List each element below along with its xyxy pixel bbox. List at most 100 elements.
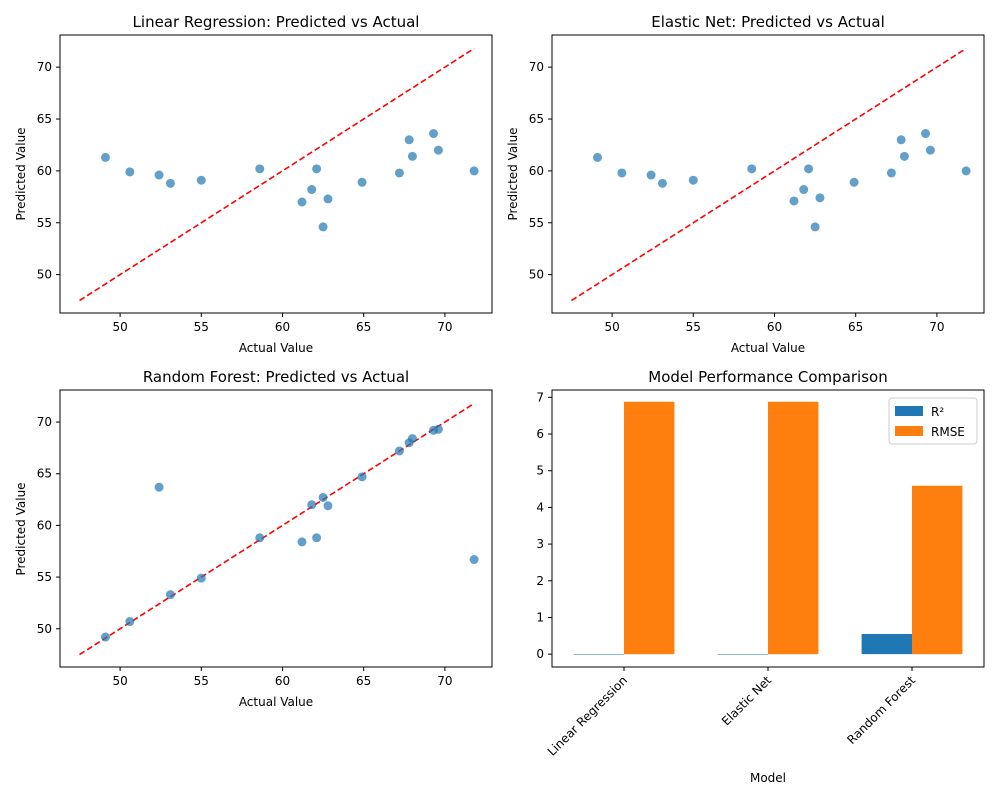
- y-tick-label: 70: [37, 60, 52, 74]
- x-axis-label: Actual Value: [239, 341, 313, 355]
- y-tick-label: 65: [529, 112, 544, 126]
- bar-rmse: [768, 401, 819, 655]
- y-tick-label: 65: [37, 467, 52, 481]
- data-point: [407, 434, 417, 444]
- bar-r2: [861, 633, 912, 655]
- x-tick-label: 50: [112, 320, 127, 334]
- x-tick-label: 60: [275, 674, 290, 688]
- data-point: [255, 533, 265, 543]
- y-tick-label: 4: [536, 500, 544, 514]
- legend-label: R²: [931, 405, 944, 419]
- x-tick-label: 65: [356, 320, 371, 334]
- panel-title: Model Performance Comparison: [648, 368, 887, 386]
- axes-frame: [551, 34, 985, 314]
- y-tick-label: 50: [37, 268, 52, 282]
- identity-line: [79, 47, 475, 302]
- data-point: [357, 177, 367, 187]
- data-point: [789, 196, 799, 206]
- y-tick-label: 70: [37, 415, 52, 429]
- x-tick-label: 70: [437, 674, 452, 688]
- legend: R² RMSE: [888, 397, 978, 445]
- legend-swatch: [895, 426, 923, 436]
- data-point: [925, 145, 935, 155]
- bar-rmse: [624, 401, 675, 655]
- y-tick-label: 50: [37, 622, 52, 636]
- scatter-panel-elastic-net: Elastic Net: Predicted vs Actual Actual …: [506, 13, 985, 355]
- data-point: [849, 177, 859, 187]
- data-point: [810, 222, 820, 232]
- data-point: [165, 590, 175, 600]
- data-point: [125, 167, 135, 177]
- data-point: [297, 537, 307, 547]
- legend-swatch: [895, 406, 923, 416]
- data-point: [886, 168, 896, 178]
- data-point: [799, 185, 809, 195]
- y-tick-label: 60: [37, 518, 52, 532]
- y-tick-label: 70: [529, 60, 544, 74]
- data-point: [469, 555, 479, 565]
- y-tick-label: 60: [529, 164, 544, 178]
- plot-area: 50 55 60 65 70 50 55 60 65 70: [37, 34, 493, 334]
- x-tick-label: 55: [686, 320, 701, 334]
- x-axis-label: Model: [750, 771, 786, 785]
- data-point: [125, 617, 135, 627]
- scatter-panel-linear-regression: Linear Regression: Predicted vs Actual A…: [14, 13, 493, 355]
- x-tick-label: 65: [356, 674, 371, 688]
- data-point: [896, 135, 906, 145]
- data-point: [961, 166, 971, 176]
- x-tick-label: 60: [275, 320, 290, 334]
- y-tick-label: 7: [536, 390, 544, 404]
- data-point: [196, 573, 206, 583]
- axes-frame: [59, 389, 493, 668]
- y-axis-label: Predicted Value: [14, 127, 28, 220]
- plot-area: 50 55 60 65 70 50 55 60 65 70: [37, 389, 493, 688]
- data-point: [394, 168, 404, 178]
- data-point: [899, 151, 909, 161]
- y-tick-label: 50: [529, 268, 544, 282]
- data-point: [323, 501, 333, 511]
- data-point: [394, 446, 404, 456]
- data-point: [312, 533, 322, 543]
- data-point: [307, 185, 317, 195]
- data-point: [255, 164, 265, 174]
- y-tick-label: 2: [536, 574, 544, 588]
- bar-r2: [573, 654, 624, 655]
- x-tick-label: 50: [112, 674, 127, 688]
- identity-line: [571, 47, 967, 302]
- scatter-panel-random-forest: Random Forest: Predicted vs Actual Actua…: [14, 368, 493, 709]
- data-point: [804, 164, 814, 174]
- y-tick-label: 5: [536, 464, 544, 478]
- data-point: [318, 492, 328, 502]
- x-axis-label: Actual Value: [731, 341, 805, 355]
- x-tick-label: 55: [194, 320, 209, 334]
- data-point: [433, 424, 443, 434]
- x-tick-label: 70: [437, 320, 452, 334]
- y-tick-label: 6: [536, 427, 544, 441]
- data-point: [404, 135, 414, 145]
- axes-frame: [59, 34, 493, 314]
- y-tick-label: 60: [37, 164, 52, 178]
- data-point: [323, 194, 333, 204]
- bar-r2: [717, 654, 768, 655]
- data-point: [307, 500, 317, 510]
- x-tick-label: 55: [194, 674, 209, 688]
- data-point: [100, 152, 110, 162]
- y-tick-label: 1: [536, 610, 544, 624]
- axes-frame: [551, 389, 985, 668]
- panel-title: Linear Regression: Predicted vs Actual: [133, 13, 420, 31]
- y-tick-label: 55: [37, 216, 52, 230]
- data-point: [154, 170, 164, 180]
- data-point: [617, 168, 627, 178]
- legend-label: RMSE: [931, 425, 965, 439]
- data-point: [297, 197, 307, 207]
- y-tick-label: 0: [536, 647, 544, 661]
- data-point: [688, 175, 698, 185]
- y-axis-label: Predicted Value: [506, 127, 520, 220]
- y-tick-label: 55: [529, 216, 544, 230]
- data-point: [657, 178, 667, 188]
- data-point: [100, 632, 110, 642]
- data-point: [433, 145, 443, 155]
- data-point: [921, 129, 931, 139]
- data-point: [815, 193, 825, 203]
